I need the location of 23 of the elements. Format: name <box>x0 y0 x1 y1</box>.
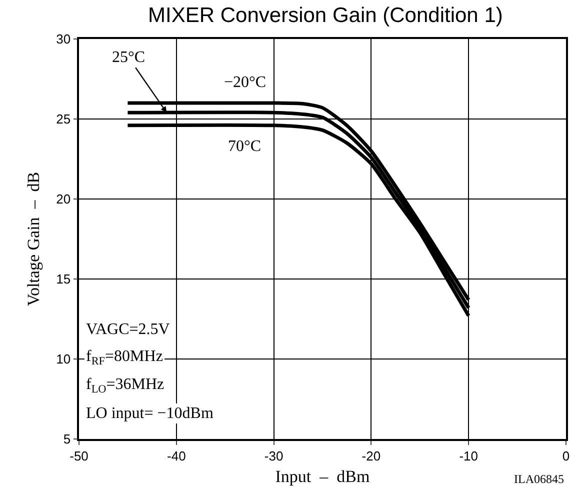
x-axis-title: Input – dBm <box>275 467 370 486</box>
x-tick-label: -30 <box>264 448 284 464</box>
x-tick-label: -40 <box>167 448 186 464</box>
text: ILA06845 <box>514 472 564 486</box>
annotation: VAGC=2.5V <box>86 321 170 338</box>
y-tick-label: 25 <box>56 112 71 127</box>
annotation: LO input= −10dBm <box>86 405 214 422</box>
y-tick-label: 30 <box>56 32 71 47</box>
series-label: 70°C <box>228 138 262 155</box>
chart-title: MIXER Conversion Gain (Condition 1) <box>148 4 503 28</box>
y-tick-label: 10 <box>56 352 71 367</box>
x-tick-label: -20 <box>362 448 381 464</box>
y-tick-label: 5 <box>63 432 71 447</box>
y-tick-label: 20 <box>56 192 71 207</box>
annotation: f$_{LO}$=36MHz <box>86 376 164 396</box>
y-axis-title: Voltage Gain – dB <box>24 172 44 306</box>
x-tick-label: -50 <box>70 448 88 464</box>
x-tick-label: 0 <box>562 448 570 464</box>
x-tick-label: -10 <box>459 448 478 464</box>
text: 25°C <box>112 49 146 66</box>
series-label: −20°C <box>224 74 266 91</box>
annotation: f$_{RF}$=80MHz <box>86 348 163 368</box>
y-tick-label: 15 <box>56 272 71 287</box>
